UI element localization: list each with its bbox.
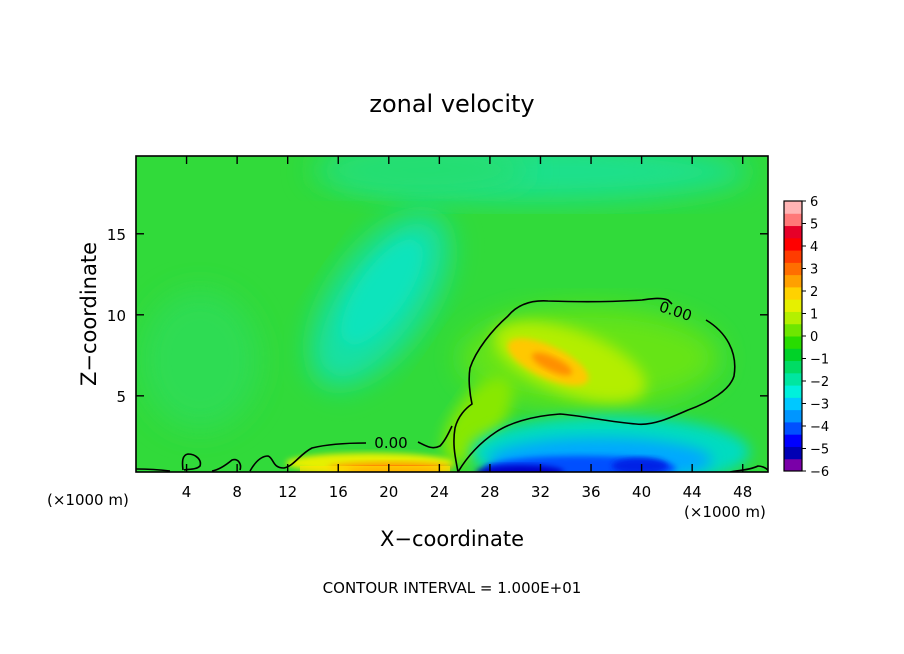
colorbar-swatch: [784, 237, 802, 251]
lower-negative-right: [612, 458, 668, 472]
surface-bright-band: [300, 466, 450, 472]
x-tick-label: 4: [182, 483, 192, 501]
colorbar-swatch: [784, 299, 802, 312]
lower-negative-peak: [476, 465, 564, 472]
colorbar-swatch: [784, 348, 802, 362]
colorbar-swatch: [784, 409, 802, 423]
colorbar-label: −5: [810, 443, 829, 458]
colorbar-swatch: [784, 336, 802, 349]
upper-left-negative: [310, 156, 530, 192]
chart-title: zonal velocity: [369, 90, 534, 118]
y-axis-ticks: 5 10 15: [107, 226, 768, 406]
colorbar-swatch: [784, 372, 802, 386]
colorbar-swatch: [784, 213, 802, 227]
colorbar: [783, 200, 803, 472]
colorbar-swatch: [784, 397, 802, 411]
x-tick-label: 20: [379, 483, 398, 501]
colorbar-label: 5: [810, 218, 818, 233]
y-tick-label: 15: [107, 226, 126, 244]
x-tick-label: 48: [733, 483, 752, 501]
colorbar-swatch: [784, 286, 802, 300]
x-tick-label: 24: [430, 483, 449, 501]
plot-area: [136, 156, 768, 472]
colorbar-label: −6: [810, 465, 829, 480]
x-tick-label: 40: [632, 483, 651, 501]
colorbar-label: 4: [810, 240, 818, 255]
colorbar-label: 2: [810, 285, 818, 300]
x-axis-ticks: 4 8 12 16 20 24 28 32 36 40 44 48: [182, 156, 752, 501]
colorbar-label: 0: [810, 330, 818, 345]
y-tick-label: 5: [116, 388, 126, 406]
y-tick-label: 10: [107, 307, 126, 325]
left-weak-negative: [140, 290, 260, 430]
field-shading: [140, 156, 750, 472]
colorbar-swatch: [784, 225, 802, 239]
contour-line-upper: [453, 297, 736, 472]
x-tick-label: 8: [232, 483, 242, 501]
contour-line-right-edge: [729, 465, 768, 472]
zero-contours: [136, 297, 768, 472]
x-tick-label: 16: [329, 483, 348, 501]
colorbar-label: 6: [810, 195, 818, 210]
ramp-weak-positive: [443, 376, 513, 464]
colorbar-label: −4: [810, 420, 829, 435]
colorbar-label: −3: [810, 398, 829, 413]
colorbar-swatch: [784, 421, 802, 435]
x-unit-left: (×1000 m): [47, 491, 129, 509]
tilted-negative-inner: [341, 239, 423, 345]
colorbar-swatch: [784, 201, 802, 214]
x-unit-right: (×1000 m): [684, 503, 766, 521]
colorbar-swatch: [784, 250, 802, 263]
contour-label-surface: 0.00: [374, 434, 407, 452]
x-tick-label: 44: [683, 483, 702, 501]
colorbar-swatch: [784, 274, 802, 288]
colorbar-label: −1: [810, 353, 829, 368]
plot-frame: [135, 155, 769, 473]
x-axis-label: X−coordinate: [380, 527, 524, 551]
colorbar-swatch: [784, 262, 802, 276]
colorbar-labels: 6 5 4 3 2 1 0 −1 −2 −3 −4 −5 −6: [802, 195, 829, 480]
colorbar-swatch: [784, 360, 802, 374]
colorbar-label: 1: [810, 308, 818, 323]
y-axis-label: Z−coordinate: [77, 242, 101, 386]
x-tick-label: 32: [531, 483, 550, 501]
colorbar-label: 3: [810, 263, 818, 278]
colorbar-swatch: [784, 458, 802, 472]
x-tick-label: 28: [480, 483, 499, 501]
positive-region-peak: [531, 352, 573, 376]
colorbar-label: −2: [810, 375, 829, 390]
contour-interval-note: CONTOUR INTERVAL = 1.000E+01: [323, 579, 582, 597]
contour-line-surface: [136, 425, 453, 472]
colorbar-swatch: [784, 385, 802, 398]
colorbar-swatch: [784, 434, 802, 447]
colorbar-swatch: [784, 446, 802, 460]
colorbar-swatch: [784, 323, 802, 337]
x-tick-label: 12: [278, 483, 297, 501]
colorbar-swatch: [784, 311, 802, 325]
x-tick-label: 36: [581, 483, 600, 501]
